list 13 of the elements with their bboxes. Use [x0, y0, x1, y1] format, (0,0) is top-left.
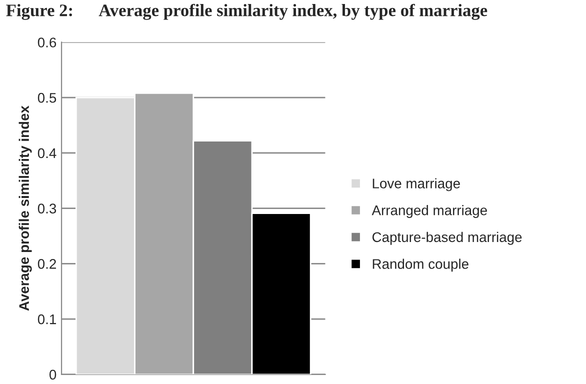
legend-label: Random couple — [372, 258, 468, 272]
y-tick-label: 0.2 — [38, 259, 56, 269]
legend-label: Capture-based marriage — [372, 232, 522, 245]
y-tick-label: 0 — [49, 370, 56, 380]
y-tick-label: 0.6 — [38, 38, 56, 48]
legend-label: Love marriage — [372, 178, 460, 192]
y-tick-label: 0.5 — [38, 92, 56, 103]
y-tick-label: 0.3 — [38, 204, 56, 214]
legend-label: Arranged marriage — [372, 205, 487, 218]
y-tick-label: 0.4 — [38, 148, 56, 158]
chart-title: Figure 2: Average profile similarity index, by type of marriage — [6, 4, 488, 20]
y-tick-label: 0.1 — [38, 314, 56, 324]
y-axis-title: Average profile similarity index — [18, 106, 32, 311]
